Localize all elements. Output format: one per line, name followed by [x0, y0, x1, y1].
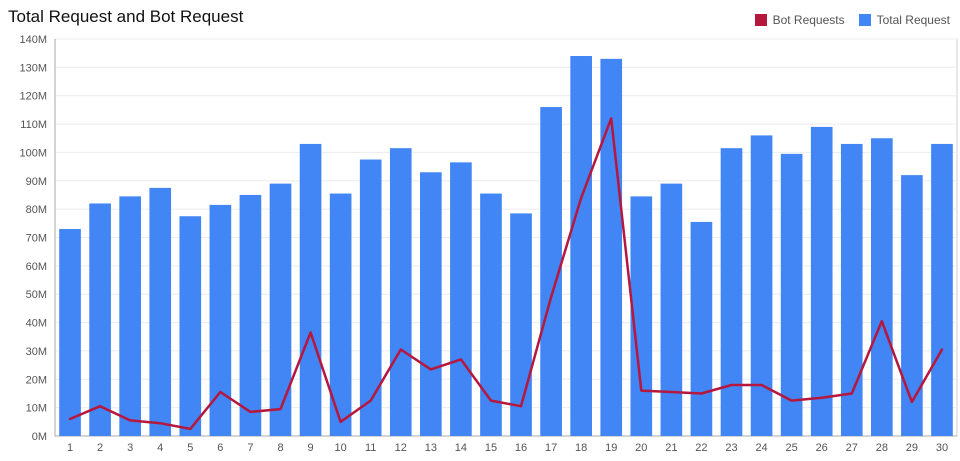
bar-total-request [510, 213, 532, 436]
x-tick-label: 15 [485, 442, 497, 454]
y-tick-label: 50M [26, 289, 47, 301]
bar-total-request [690, 221, 713, 436]
x-tick-label: 29 [906, 442, 918, 454]
y-tick-label: 30M [26, 346, 47, 358]
y-tick-label: 140M [19, 34, 47, 46]
legend: Bot Requests Total Request [754, 13, 950, 27]
bar-total-request [540, 107, 562, 437]
legend-item-total-request: Total Request [858, 13, 950, 27]
y-tick-label: 70M [26, 233, 47, 245]
legend-swatch-bot-requests [754, 14, 767, 26]
bar-total-request [780, 153, 803, 436]
bar-total-request [389, 148, 412, 437]
bar-total-request [119, 196, 141, 436]
bar-total-request [630, 196, 653, 436]
x-tick-label: 17 [545, 442, 557, 454]
y-tick-label: 80M [26, 204, 47, 216]
y-tick-label: 120M [19, 91, 47, 103]
x-tick-label: 24 [755, 442, 767, 454]
x-tick-label: 6 [217, 442, 223, 454]
bar-total-request [871, 138, 893, 436]
x-tick-label: 3 [127, 442, 133, 454]
x-tick-label: 10 [335, 442, 347, 454]
x-tick-label: 1 [67, 442, 73, 454]
bar-total-request [59, 228, 81, 436]
bar-total-request [750, 135, 773, 436]
y-tick-label: 0M [32, 431, 47, 443]
bar-total-request [450, 162, 472, 436]
bar-total-request [901, 175, 923, 436]
x-tick-label: 27 [846, 442, 858, 454]
x-tick-label: 25 [786, 442, 798, 454]
bar-total-request [840, 143, 863, 436]
x-tick-label: 18 [575, 442, 587, 454]
x-tick-label: 11 [365, 442, 376, 454]
bar-total-request [420, 172, 442, 436]
y-tick-label: 90M [26, 176, 47, 188]
x-tick-label: 21 [665, 442, 677, 454]
legend-label-total-request: Total Request [876, 13, 950, 27]
x-tick-label: 4 [157, 442, 163, 454]
bar-total-request [209, 204, 232, 436]
bar-total-request [660, 183, 683, 436]
x-tick-label: 7 [247, 442, 253, 454]
x-tick-label: 30 [936, 442, 948, 454]
bar-total-request [600, 58, 623, 436]
legend-item-bot-requests: Bot Requests [754, 13, 845, 27]
bar-total-request [720, 148, 743, 437]
bar-total-request [269, 183, 292, 436]
bar-total-request [480, 193, 502, 436]
line-bot-requests [68, 117, 944, 431]
bar-total-request [299, 143, 322, 436]
y-tick-label: 110M [20, 119, 47, 131]
bar-total-request [570, 56, 592, 437]
bar-total-request [359, 159, 382, 436]
x-tick-label: 12 [395, 442, 407, 454]
x-tick-label: 16 [515, 442, 527, 454]
x-tick-label: 19 [605, 442, 617, 454]
x-tick-label: 28 [876, 442, 888, 454]
x-tick-label: 5 [187, 442, 193, 454]
bar-total-request [89, 203, 111, 436]
x-tick-label: 9 [308, 442, 314, 454]
x-tick-label: 14 [455, 442, 467, 454]
x-tick-label: 2 [97, 442, 103, 454]
x-tick-label: 8 [277, 442, 283, 454]
x-tick-label: 13 [425, 442, 437, 454]
y-tick-label: 20M [26, 374, 47, 386]
x-tick-label: 23 [725, 442, 737, 454]
legend-label-bot-requests: Bot Requests [772, 13, 845, 27]
x-tick-label: 22 [695, 442, 707, 454]
bar-total-request [149, 187, 172, 436]
y-tick-label: 100M [19, 147, 47, 159]
y-tick-label: 10M [26, 403, 47, 415]
y-tick-label: 40M [26, 318, 47, 330]
bar-total-request [931, 143, 953, 436]
x-tick-label: 20 [635, 442, 647, 454]
bar-total-request [810, 126, 833, 437]
x-tick-label: 26 [816, 442, 828, 454]
legend-swatch-total-request [858, 14, 871, 26]
bar-total-request [329, 193, 352, 436]
y-tick-label: 130M [19, 62, 47, 74]
bar-total-request [239, 194, 262, 436]
bar-total-request [179, 216, 202, 436]
y-tick-label: 60M [26, 261, 47, 273]
chart-title: Total Request and Bot Request [8, 7, 244, 26]
